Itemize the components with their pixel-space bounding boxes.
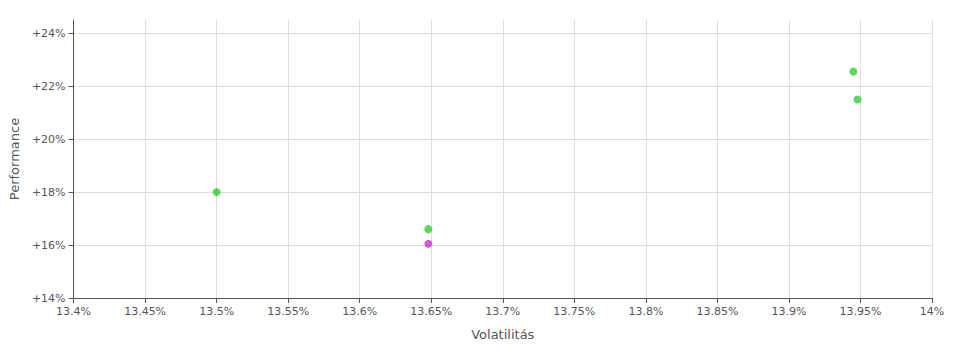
- svg-text:13.65%: 13.65%: [410, 305, 452, 318]
- svg-text:+14%: +14%: [32, 292, 66, 305]
- svg-text:13.95%: 13.95%: [839, 305, 881, 318]
- svg-text:14%: 14%: [920, 305, 944, 318]
- svg-text:+22%: +22%: [32, 80, 66, 93]
- svg-text:13.75%: 13.75%: [553, 305, 595, 318]
- svg-text:13.9%: 13.9%: [771, 305, 806, 318]
- svg-text:Volatilitás: Volatilitás: [471, 327, 534, 342]
- svg-text:+18%: +18%: [32, 186, 66, 199]
- svg-text:13.6%: 13.6%: [342, 305, 377, 318]
- svg-text:+16%: +16%: [32, 239, 66, 252]
- svg-text:13.4%: 13.4%: [56, 305, 91, 318]
- svg-text:+24%: +24%: [32, 27, 66, 40]
- svg-text:13.7%: 13.7%: [485, 305, 520, 318]
- svg-text:+20%: +20%: [32, 133, 66, 146]
- svg-text:13.45%: 13.45%: [124, 305, 166, 318]
- svg-text:13.85%: 13.85%: [696, 305, 738, 318]
- svg-text:13.8%: 13.8%: [628, 305, 663, 318]
- svg-text:Performance: Performance: [7, 118, 22, 200]
- svg-text:13.5%: 13.5%: [199, 305, 234, 318]
- svg-text:13.55%: 13.55%: [267, 305, 309, 318]
